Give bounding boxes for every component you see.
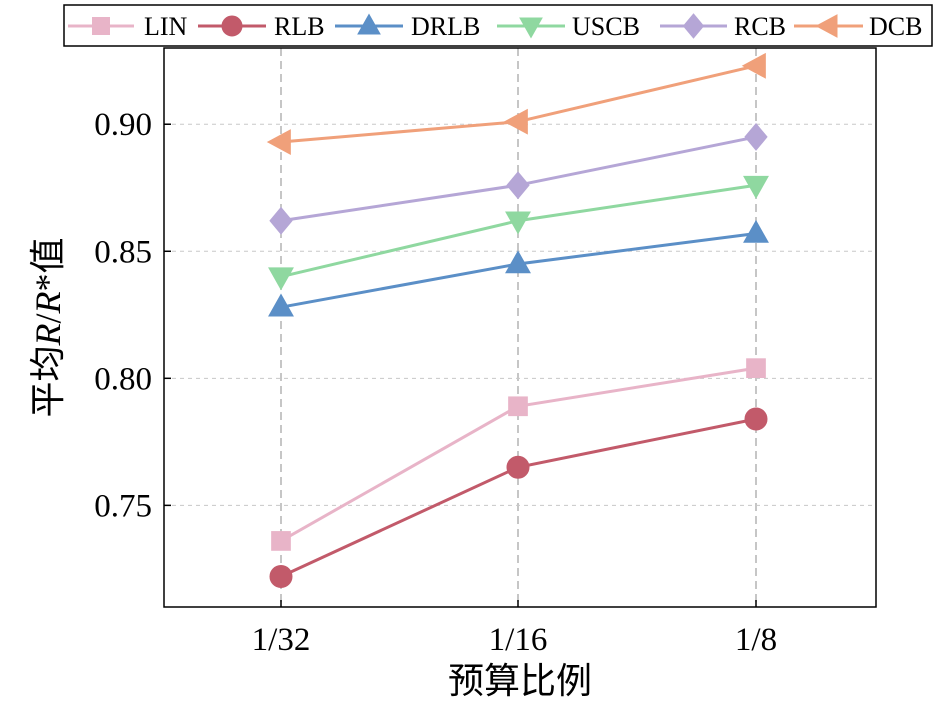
data-point-marker	[269, 206, 293, 235]
y-axis-title-part: /	[28, 313, 68, 323]
data-point-marker	[505, 211, 531, 235]
axes: 0.75 0.80 0.85 0.90 1/32 1/16 1/8	[94, 107, 777, 658]
y-tick-label: 0.75	[94, 488, 152, 524]
data-point-marker	[508, 396, 528, 417]
data-point-marker	[741, 52, 766, 79]
data-point-marker	[506, 455, 530, 479]
legend-marker	[92, 17, 110, 35]
x-tick-label: 1/8	[735, 622, 777, 658]
data-point-marker	[744, 122, 768, 151]
legend-item-lin: LIN	[68, 12, 188, 41]
legend-item-drlb: DRLB	[335, 12, 480, 41]
legend-marker	[221, 15, 243, 37]
legend-marker	[519, 17, 543, 39]
series-group	[266, 52, 769, 589]
y-tick-label: 0.80	[94, 361, 152, 397]
legend-label: DRLB	[411, 12, 480, 41]
y-axis-title-part: R	[28, 291, 68, 314]
legend-marker	[357, 13, 381, 35]
series-uscb	[268, 175, 769, 291]
legend-item-dcb: DCB	[794, 12, 922, 41]
data-point-marker	[266, 129, 291, 155]
data-point-marker	[271, 531, 291, 551]
legend-label: RCB	[734, 12, 786, 41]
series-lin	[271, 358, 766, 551]
legend-label: LIN	[144, 12, 188, 41]
data-point-marker	[505, 250, 531, 274]
y-axis-title-part: 平均	[28, 346, 68, 418]
series-rlb	[269, 407, 768, 589]
x-axis-title: 预算比例	[448, 661, 592, 701]
x-tick-label: 1/32	[252, 622, 311, 658]
data-point-marker	[743, 219, 769, 243]
y-axis-title: 平均R/R*值	[28, 237, 68, 417]
x-tick-label: 1/16	[489, 622, 548, 658]
legend-item-rcb: RCB	[660, 12, 786, 41]
data-point-marker	[269, 565, 293, 589]
legend-item-uscb: USCB	[497, 12, 640, 41]
legend-item-rlb: RLB	[198, 12, 325, 41]
data-point-marker	[746, 358, 766, 379]
series-rcb	[269, 122, 768, 235]
legend-label: USCB	[572, 12, 640, 41]
legend-marker	[815, 14, 838, 38]
legend-marker	[682, 13, 705, 39]
series-dcb	[266, 52, 766, 155]
data-point-marker	[268, 293, 294, 317]
data-point-marker	[506, 171, 530, 200]
data-point-marker	[743, 175, 769, 199]
legend-label: DCB	[869, 12, 922, 41]
series-drlb	[268, 219, 769, 317]
legend-label: RLB	[274, 12, 325, 41]
data-point-marker	[268, 267, 294, 291]
data-point-marker	[503, 108, 528, 135]
y-axis-title-part: R	[28, 324, 68, 347]
legend: LIN RLB DRLB USCB RCB DCB	[63, 4, 933, 47]
y-tick-label: 0.90	[94, 107, 152, 143]
y-tick-label: 0.85	[94, 234, 152, 270]
data-point-marker	[744, 407, 768, 431]
plot-frame	[163, 47, 877, 608]
y-axis-title-part: *值	[28, 237, 68, 291]
grid-lines	[164, 48, 876, 607]
